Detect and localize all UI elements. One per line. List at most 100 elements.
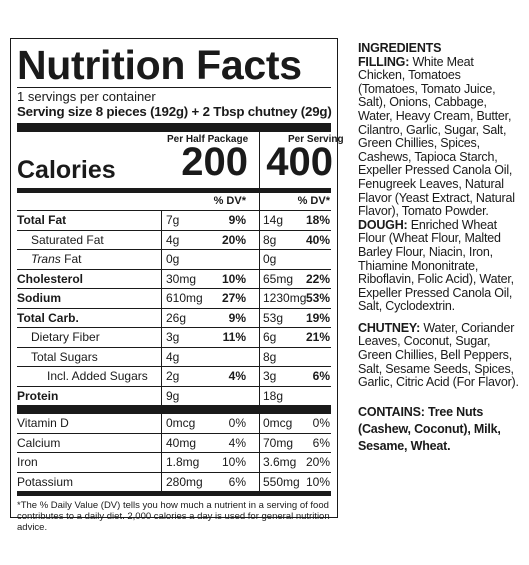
divider-thick bbox=[17, 123, 331, 132]
table-row: Protein 9g 18g bbox=[17, 385, 331, 405]
divider-thick bbox=[17, 405, 331, 414]
table-row: Calcium 40mg 4% 70mg 6% bbox=[17, 432, 331, 452]
table-row: Dietary Fiber 3g 11% 6g 21% bbox=[17, 327, 331, 347]
calories-label: Calories bbox=[17, 156, 116, 184]
amount-serving: 6g bbox=[263, 330, 277, 344]
nutrient-name: Total Sugars bbox=[31, 349, 98, 364]
nutrient-name: Total Carb. bbox=[17, 310, 79, 325]
amount-half: 7g bbox=[166, 213, 180, 227]
nutrient-name: Incl. Added Sugars bbox=[47, 369, 148, 383]
dv-serving: 53% bbox=[305, 291, 330, 305]
amount-serving: 14g bbox=[263, 213, 284, 227]
nutrient-name: Sodium bbox=[17, 291, 61, 305]
table-row: Total Sugars 4g 8g bbox=[17, 346, 331, 366]
amount-half: 1.8mg bbox=[166, 455, 200, 469]
dv-half: 9% bbox=[228, 310, 246, 325]
vitamin-table: Vitamin D 0mcg 0% 0mcg 0% Calcium 40mg 4… bbox=[17, 414, 331, 491]
dv-half: 10% bbox=[221, 271, 246, 286]
amount-serving: 0g bbox=[263, 252, 277, 266]
nutrient-name: Saturated Fat bbox=[31, 232, 104, 247]
dv-header-half: % DV* bbox=[213, 195, 246, 207]
dv-half: 20% bbox=[221, 232, 246, 247]
amount-half: 4g bbox=[166, 232, 180, 247]
trans-rest: Fat bbox=[60, 252, 82, 266]
calories-serving: 400 bbox=[266, 140, 333, 184]
ingredients-panel: INGREDIENTS FILLING: White Meat Chicken,… bbox=[358, 41, 520, 455]
table-row: Potassium 280mg 6% 550mg 10% bbox=[17, 471, 331, 491]
nutrient-name: Total Fat bbox=[17, 213, 67, 227]
ingredients-heading: INGREDIENTS bbox=[358, 41, 442, 55]
chutney-label: CHUTNEY: bbox=[358, 320, 421, 335]
dv-half: 4% bbox=[228, 369, 246, 383]
dv-serving: 0% bbox=[312, 416, 330, 430]
dv-half: 6% bbox=[228, 474, 246, 489]
amount-half: 610mg bbox=[166, 291, 203, 305]
nutrient-table: Total Fat 7g 9% 14g 18% Saturated Fat 4g… bbox=[17, 211, 331, 405]
amount-half: 2g bbox=[166, 369, 180, 383]
trans-italic: Trans bbox=[31, 252, 61, 266]
table-row: Vitamin D 0mcg 0% 0mcg 0% bbox=[17, 414, 331, 433]
amount-serving: 18g bbox=[263, 388, 284, 403]
amount-serving: 53g bbox=[263, 310, 284, 325]
dv-header-row: % DV* % DV* bbox=[17, 193, 331, 210]
nutrient-name: Dietary Fiber bbox=[31, 330, 100, 344]
amount-serving: 8g bbox=[263, 349, 277, 364]
dv-serving: 20% bbox=[305, 455, 330, 469]
table-row: Cholesterol 30mg 10% 65mg 22% bbox=[17, 268, 331, 288]
table-row: Total Fat 7g 9% 14g 18% bbox=[17, 211, 331, 230]
dv-serving: 6% bbox=[312, 435, 330, 450]
amount-half: 4g bbox=[166, 349, 180, 364]
dv-half: 0% bbox=[228, 416, 246, 430]
divider-medium bbox=[17, 188, 331, 193]
calories-block: Per Half Package Per Serving Calories 20… bbox=[17, 132, 344, 188]
amount-half: 280mg bbox=[166, 474, 203, 489]
amount-serving: 550mg bbox=[263, 474, 300, 489]
amount-serving: 3.6mg bbox=[263, 455, 297, 469]
divider bbox=[17, 210, 331, 211]
vitamin-name: Vitamin D bbox=[17, 416, 69, 430]
table-row: Incl. Added Sugars 2g 4% 3g 6% bbox=[17, 366, 331, 386]
dv-header-serving: % DV* bbox=[297, 195, 330, 207]
nutrient-name: Trans Fat bbox=[31, 252, 81, 266]
vitamin-name: Calcium bbox=[17, 435, 61, 450]
table-row: Saturated Fat 4g 20% 8g 40% bbox=[17, 229, 331, 249]
amount-half: 30mg bbox=[166, 271, 197, 286]
amount-half: 0mcg bbox=[166, 416, 196, 430]
chutney-ingredients: CHUTNEY: Water, Coriander Leaves, Coconu… bbox=[358, 320, 520, 390]
amount-half: 40mg bbox=[166, 435, 197, 450]
divider bbox=[17, 87, 331, 88]
column-header-half: Per Half Package bbox=[167, 134, 249, 145]
column-header-serving: Per Serving bbox=[288, 134, 344, 145]
nutrient-name: Protein bbox=[17, 388, 59, 403]
dv-half: 11% bbox=[222, 330, 246, 344]
column-divider bbox=[259, 193, 260, 210]
dv-half: 4% bbox=[228, 435, 246, 450]
serving-size: Serving size 8 pieces (192g) + 2 Tbsp ch… bbox=[17, 104, 332, 119]
dv-footnote: *The % Daily Value (DV) tells you how mu… bbox=[17, 500, 330, 533]
table-row: Iron 1.8mg 10% 3.6mg 20% bbox=[17, 452, 331, 472]
dv-half: 27% bbox=[221, 291, 246, 305]
vitamin-name: Iron bbox=[17, 455, 38, 469]
nutrition-facts-label: Nutrition Facts 1 servings per container… bbox=[10, 38, 344, 533]
dv-serving: 18% bbox=[305, 213, 330, 227]
amount-serving: 70mg bbox=[263, 435, 294, 450]
dv-half: 10% bbox=[221, 455, 246, 469]
divider-medium bbox=[17, 491, 331, 496]
amount-serving: 0mcg bbox=[263, 416, 293, 430]
dv-serving: 22% bbox=[305, 271, 330, 286]
dv-serving: 40% bbox=[305, 232, 330, 247]
amount-serving: 8g bbox=[263, 232, 277, 247]
table-row: Sodium 610mg 27% 1230mg 53% bbox=[17, 288, 331, 308]
table-row: Trans Fat 0g 0g bbox=[17, 249, 331, 269]
chutney-text: Water, Coriander Leaves, Coconut, Sugar,… bbox=[358, 320, 519, 390]
dv-serving: 21% bbox=[305, 330, 330, 344]
filling-label: FILLING: bbox=[358, 54, 410, 69]
amount-serving: 65mg bbox=[263, 271, 294, 286]
amount-half: 26g bbox=[166, 310, 187, 325]
calories-half: 200 bbox=[181, 140, 248, 184]
column-divider bbox=[259, 132, 260, 188]
nutrition-facts-title: Nutrition Facts bbox=[17, 42, 302, 88]
dv-serving: 6% bbox=[312, 369, 330, 383]
table-row: Total Carb. 26g 9% 53g 19% bbox=[17, 307, 331, 327]
amount-half: 3g bbox=[166, 330, 180, 344]
